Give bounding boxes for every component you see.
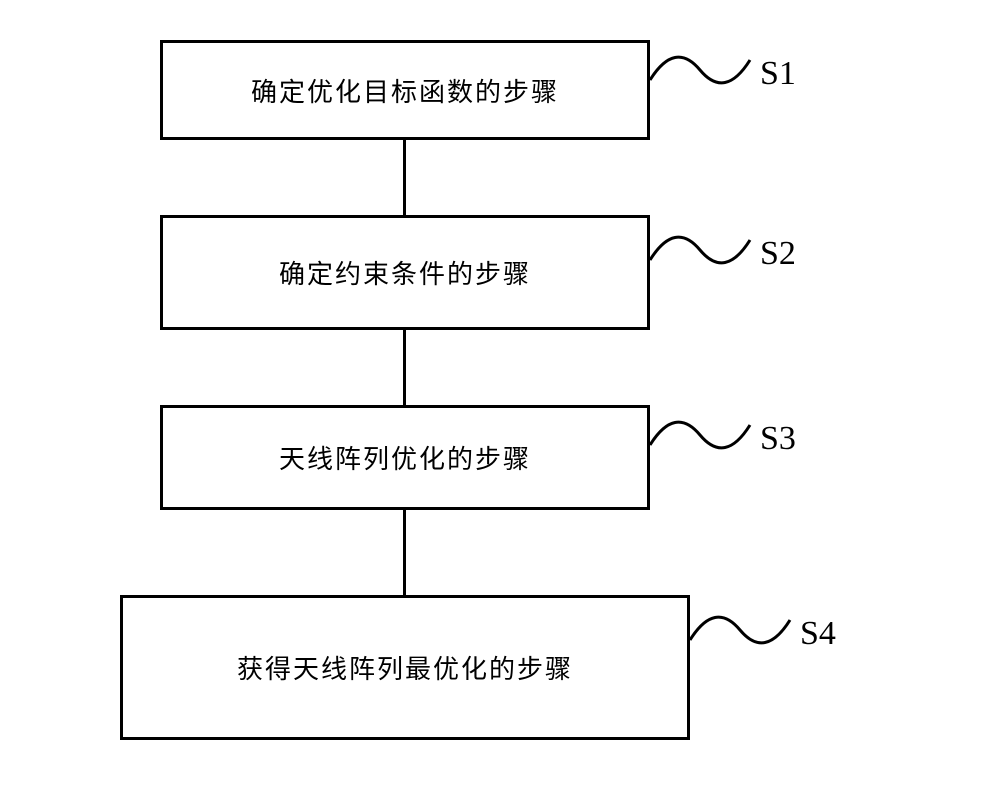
step-box-s1: 确定优化目标函数的步骤 xyxy=(160,40,650,140)
wave-connector-s2 xyxy=(650,225,760,275)
step-label-s2: S2 xyxy=(760,235,796,273)
step-label-s3: S3 xyxy=(760,420,796,458)
step-text-s4: 获得天线阵列最优化的步骤 xyxy=(237,649,573,686)
step-text-s3: 天线阵列优化的步骤 xyxy=(279,439,531,476)
connector-line-3 xyxy=(403,510,406,595)
step-box-s4: 获得天线阵列最优化的步骤 xyxy=(120,595,690,740)
step-label-s4: S4 xyxy=(800,615,836,653)
step-text-s2: 确定约束条件的步骤 xyxy=(279,254,531,291)
step-text-s1: 确定优化目标函数的步骤 xyxy=(251,72,559,109)
step-label-s1: S1 xyxy=(760,55,796,93)
step-box-s3: 天线阵列优化的步骤 xyxy=(160,405,650,510)
wave-connector-s3 xyxy=(650,410,760,460)
connector-line-2 xyxy=(403,330,406,405)
wave-connector-s4 xyxy=(690,605,800,655)
step-box-s2: 确定约束条件的步骤 xyxy=(160,215,650,330)
connector-line-1 xyxy=(403,140,406,215)
wave-connector-s1 xyxy=(650,45,760,95)
